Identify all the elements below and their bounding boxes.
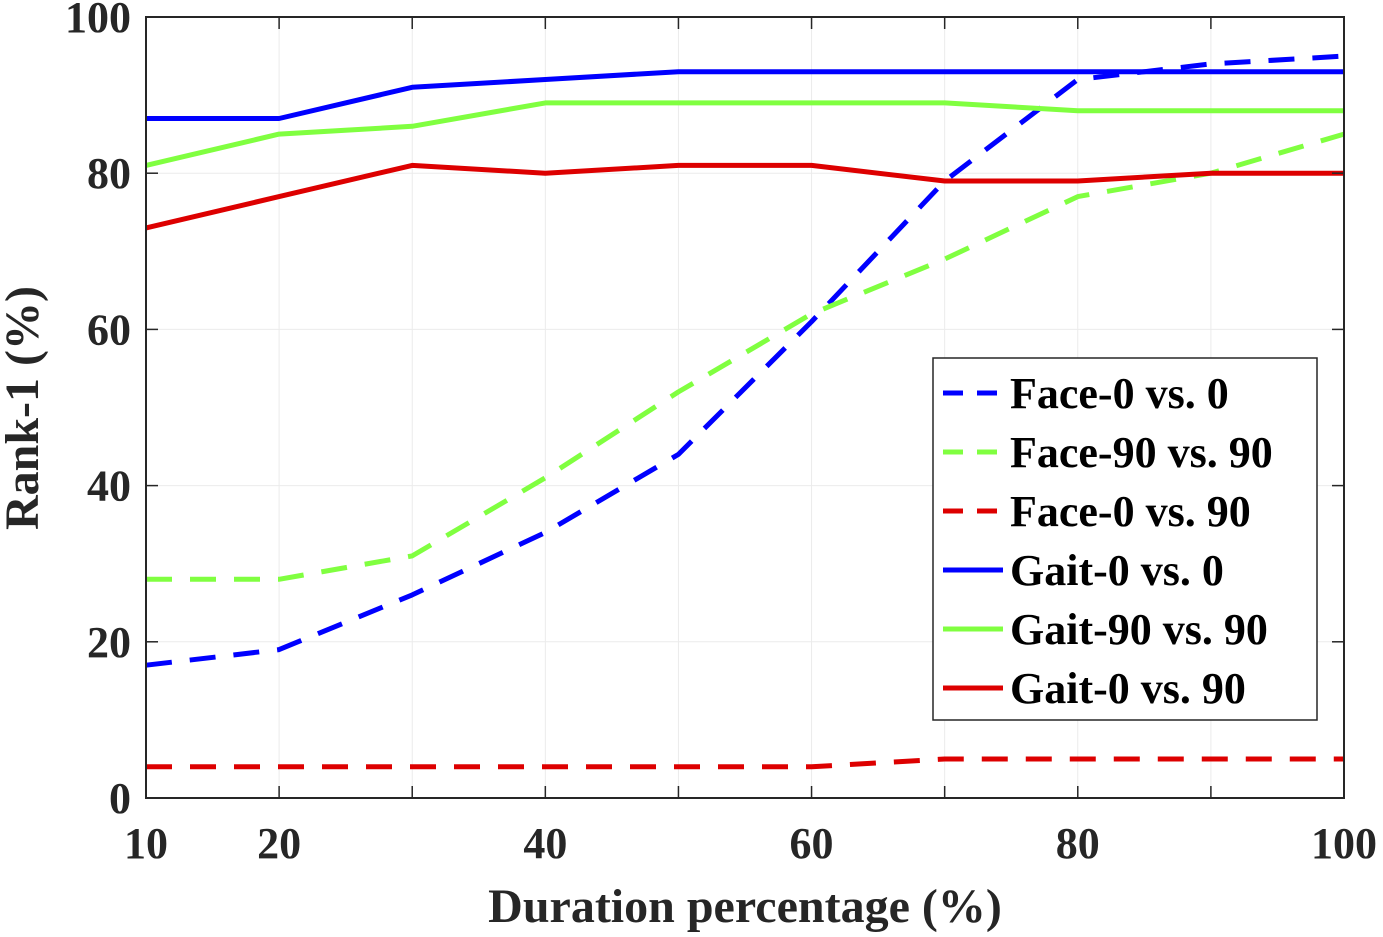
x-axis-tick-labels: 10 20 40 60 80 100 bbox=[124, 819, 1377, 868]
legend-label: Face-0 vs. 90 bbox=[1010, 487, 1251, 536]
y-axis-title: Rank-1 (%) bbox=[0, 286, 49, 530]
plot-frame bbox=[145, 16, 1345, 799]
x-axis-title: Duration percentage (%) bbox=[488, 880, 1002, 933]
x-tick-label: 100 bbox=[1311, 819, 1377, 868]
y-tick-label: 100 bbox=[65, 0, 131, 42]
x-tick-label: 10 bbox=[124, 819, 168, 868]
series-line bbox=[146, 69, 1344, 121]
legend-label: Face-0 vs. 0 bbox=[1010, 369, 1229, 418]
series-line bbox=[145, 162, 1344, 231]
series-line bbox=[146, 756, 1344, 770]
x-tick-label: 60 bbox=[790, 819, 834, 868]
series-layer bbox=[145, 53, 1345, 770]
y-tick-label: 80 bbox=[87, 149, 131, 198]
y-axis-tick-labels: 0 20 40 60 80 100 bbox=[65, 0, 131, 823]
x-tick-label: 40 bbox=[523, 819, 567, 868]
series-line bbox=[146, 131, 1345, 582]
axis-ticks bbox=[145, 16, 1345, 799]
series-line bbox=[145, 100, 1344, 168]
legend-label: Gait-0 vs. 0 bbox=[1010, 546, 1224, 595]
y-tick-label: 60 bbox=[87, 305, 131, 354]
y-tick-label: 40 bbox=[87, 462, 131, 511]
x-tick-label: 80 bbox=[1056, 819, 1100, 868]
legend-label: Gait-90 vs. 90 bbox=[1010, 605, 1268, 654]
legend-label: Gait-0 vs. 90 bbox=[1010, 664, 1246, 713]
legend: Face-0 vs. 0 Face-90 vs. 90 Face-0 vs. 90 G… bbox=[932, 357, 1318, 721]
x-tick-label: 20 bbox=[257, 819, 301, 868]
y-tick-label: 20 bbox=[87, 618, 131, 667]
legend-label: Face-90 vs. 90 bbox=[1010, 428, 1273, 477]
y-tick-label: 0 bbox=[109, 774, 131, 823]
legend-box bbox=[932, 357, 1318, 721]
